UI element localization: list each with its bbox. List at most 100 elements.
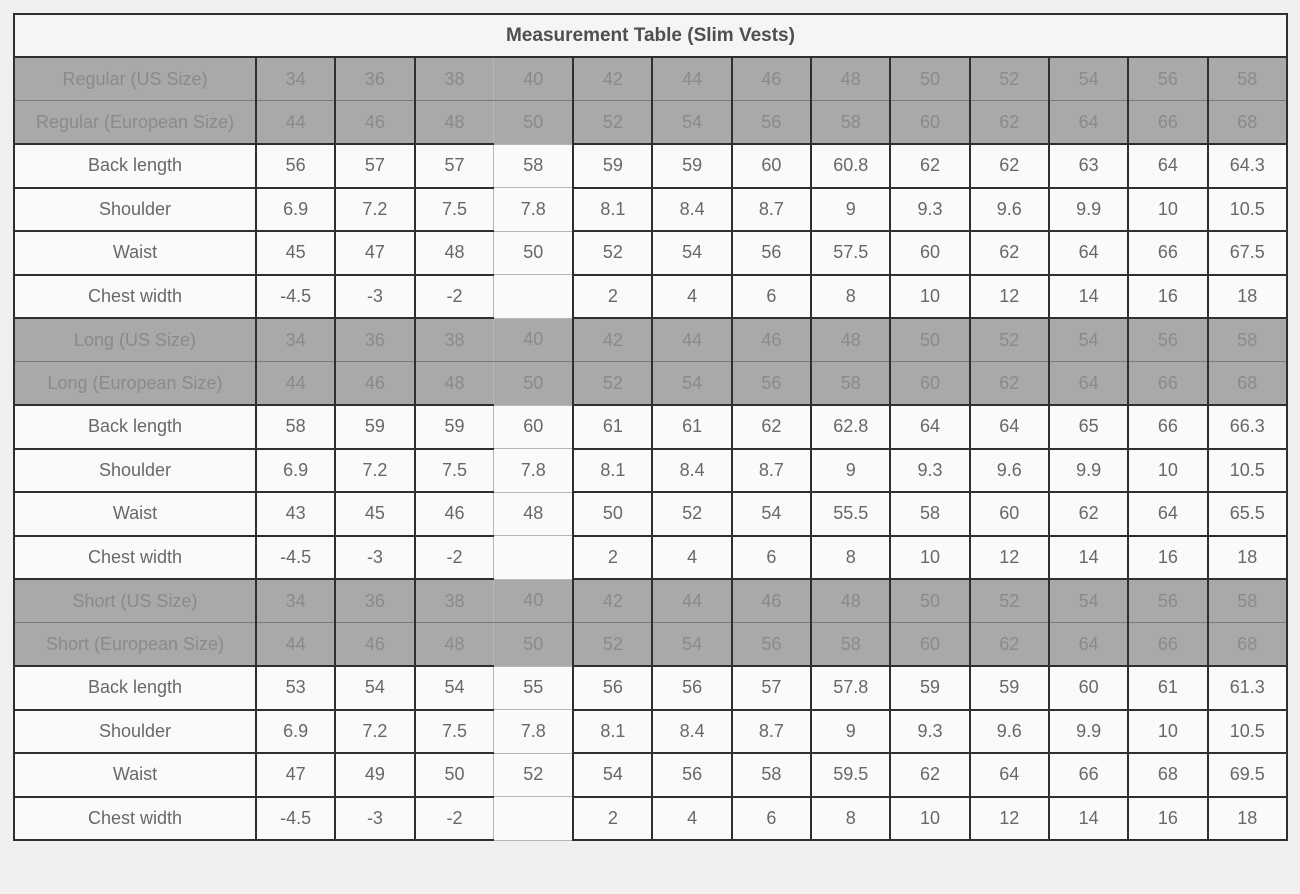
size-cell: 38 [413, 578, 495, 623]
value-cell: 57.8 [810, 665, 892, 711]
value-cell: 18 [1206, 273, 1288, 319]
size-cell: 46 [334, 361, 416, 406]
value-cell: 14 [1047, 534, 1130, 580]
measure-label: Shoulder [13, 186, 257, 232]
measurement-row: Waist 43 45 46 48 50 52 54 55.5 58 60 62 64 65.5 [13, 491, 1288, 537]
size-cell: 58 [810, 361, 892, 406]
value-cell: 60 [730, 143, 813, 189]
value-cell: 57 [730, 665, 813, 711]
value-cell: 8 [810, 795, 892, 841]
size-cell: 50 [889, 317, 971, 362]
value-cell: 9 [810, 447, 892, 493]
value-cell: 50 [493, 230, 574, 275]
value-cell: 58 [730, 752, 813, 798]
value-cell: 60.8 [810, 143, 892, 189]
size-cell: 54 [1047, 56, 1130, 101]
measure-label: Waist [13, 752, 257, 798]
value-cell [493, 796, 574, 841]
size-cell: 68 [1206, 361, 1288, 406]
value-cell: 62 [889, 143, 971, 189]
value-cell: 61 [572, 404, 654, 450]
value-cell: 59 [651, 143, 733, 189]
size-row-label: Short (European Size) [13, 622, 257, 667]
size-cell: 34 [254, 317, 337, 362]
measurement-row: Waist 45 47 48 50 52 54 56 57.5 60 62 64 66 67.5 [13, 230, 1288, 276]
value-cell: 59 [968, 665, 1050, 711]
table-title-row: Measurement Table (Slim Vests) [13, 13, 1288, 58]
size-cell: 48 [810, 56, 892, 101]
value-cell: 57 [334, 143, 416, 189]
size-cell: 66 [1127, 622, 1209, 667]
value-cell: 8.1 [572, 447, 654, 493]
value-cell: 47 [254, 752, 337, 798]
value-cell: -4.5 [254, 795, 337, 841]
value-cell: -3 [334, 273, 416, 319]
size-cell: 50 [889, 578, 971, 623]
value-cell: 50 [572, 491, 654, 537]
value-cell: 8.4 [651, 708, 733, 754]
size-cell: 42 [572, 578, 654, 623]
value-cell: 65 [1047, 404, 1130, 450]
value-cell: 68 [1127, 752, 1209, 798]
size-cell: 56 [1127, 56, 1209, 101]
value-cell: 52 [651, 491, 733, 537]
value-cell: 9.3 [889, 708, 971, 754]
size-cell: 44 [651, 317, 733, 362]
size-cell: 50 [493, 622, 574, 667]
size-cell: 60 [889, 622, 971, 667]
value-cell: 10 [1127, 186, 1209, 232]
value-cell: 9.9 [1047, 447, 1130, 493]
value-cell: 8 [810, 273, 892, 319]
value-cell: 7.5 [413, 708, 495, 754]
size-cell: 58 [810, 622, 892, 667]
value-cell [493, 535, 574, 580]
size-cell: 44 [254, 361, 337, 406]
size-header-row: Long (European Size) 44 46 48 50 52 54 56 58 60 62… [13, 361, 1288, 406]
value-cell: 60 [1047, 665, 1130, 711]
size-cell: 46 [334, 100, 416, 145]
value-cell: -3 [334, 534, 416, 580]
value-cell: 10 [889, 273, 971, 319]
measurement-row: Shoulder 6.9 7.2 7.5 7.8 8.1 8.4 8.7 9 9.3 9.6 9.9 1… [13, 708, 1288, 754]
value-cell: -2 [413, 795, 495, 841]
size-cell: 44 [254, 100, 337, 145]
value-cell: 59 [572, 143, 654, 189]
value-cell: 62 [889, 752, 971, 798]
value-cell: 16 [1127, 273, 1209, 319]
measurement-row: Waist 47 49 50 52 54 56 58 59.5 62 64 66 68 69.5 [13, 752, 1288, 798]
value-cell: 62 [730, 404, 813, 450]
value-cell: 62 [968, 143, 1050, 189]
value-cell: 8.4 [651, 447, 733, 493]
size-cell: 50 [493, 361, 574, 406]
measurement-row: Chest width -4.5 -3 -2 2 4 6 8 10 12 14 16 18 [13, 534, 1288, 580]
measure-label: Chest width [13, 795, 257, 841]
value-cell: 9.6 [968, 447, 1050, 493]
value-cell: 9.9 [1047, 186, 1130, 232]
size-row-label: Long (European Size) [13, 361, 257, 406]
size-row-label: Regular (European Size) [13, 100, 257, 145]
value-cell: 46 [413, 491, 495, 537]
value-cell: 6.9 [254, 186, 337, 232]
measure-label: Shoulder [13, 708, 257, 754]
size-cell: 40 [493, 317, 574, 362]
size-cell: 56 [1127, 317, 1209, 362]
size-header-row: Long (US Size) 34 36 38 40 42 44 46 48 50 52 54 56 58 [13, 317, 1288, 362]
size-cell: 36 [334, 56, 416, 101]
size-cell: 62 [968, 361, 1050, 406]
value-cell: 10 [889, 534, 971, 580]
value-cell [493, 274, 574, 319]
measurement-row: Shoulder 6.9 7.2 7.5 7.8 8.1 8.4 8.7 9 9.3 9.6 9.9 1… [13, 186, 1288, 232]
value-cell: 53 [254, 665, 337, 711]
value-cell: 59 [334, 404, 416, 450]
size-cell: 48 [810, 578, 892, 623]
value-cell: 64 [968, 752, 1050, 798]
value-cell: 62.8 [810, 404, 892, 450]
value-cell: 56 [730, 230, 813, 276]
size-cell: 56 [1127, 578, 1209, 623]
table-title: Measurement Table (Slim Vests) [13, 13, 1288, 58]
size-header-row: Short (US Size) 34 36 38 40 42 44 46 48 50 52 54 56 5… [13, 578, 1288, 623]
value-cell: 4 [651, 273, 733, 319]
value-cell: 48 [413, 230, 495, 276]
measure-label: Back length [13, 665, 257, 711]
size-cell: 54 [651, 361, 733, 406]
